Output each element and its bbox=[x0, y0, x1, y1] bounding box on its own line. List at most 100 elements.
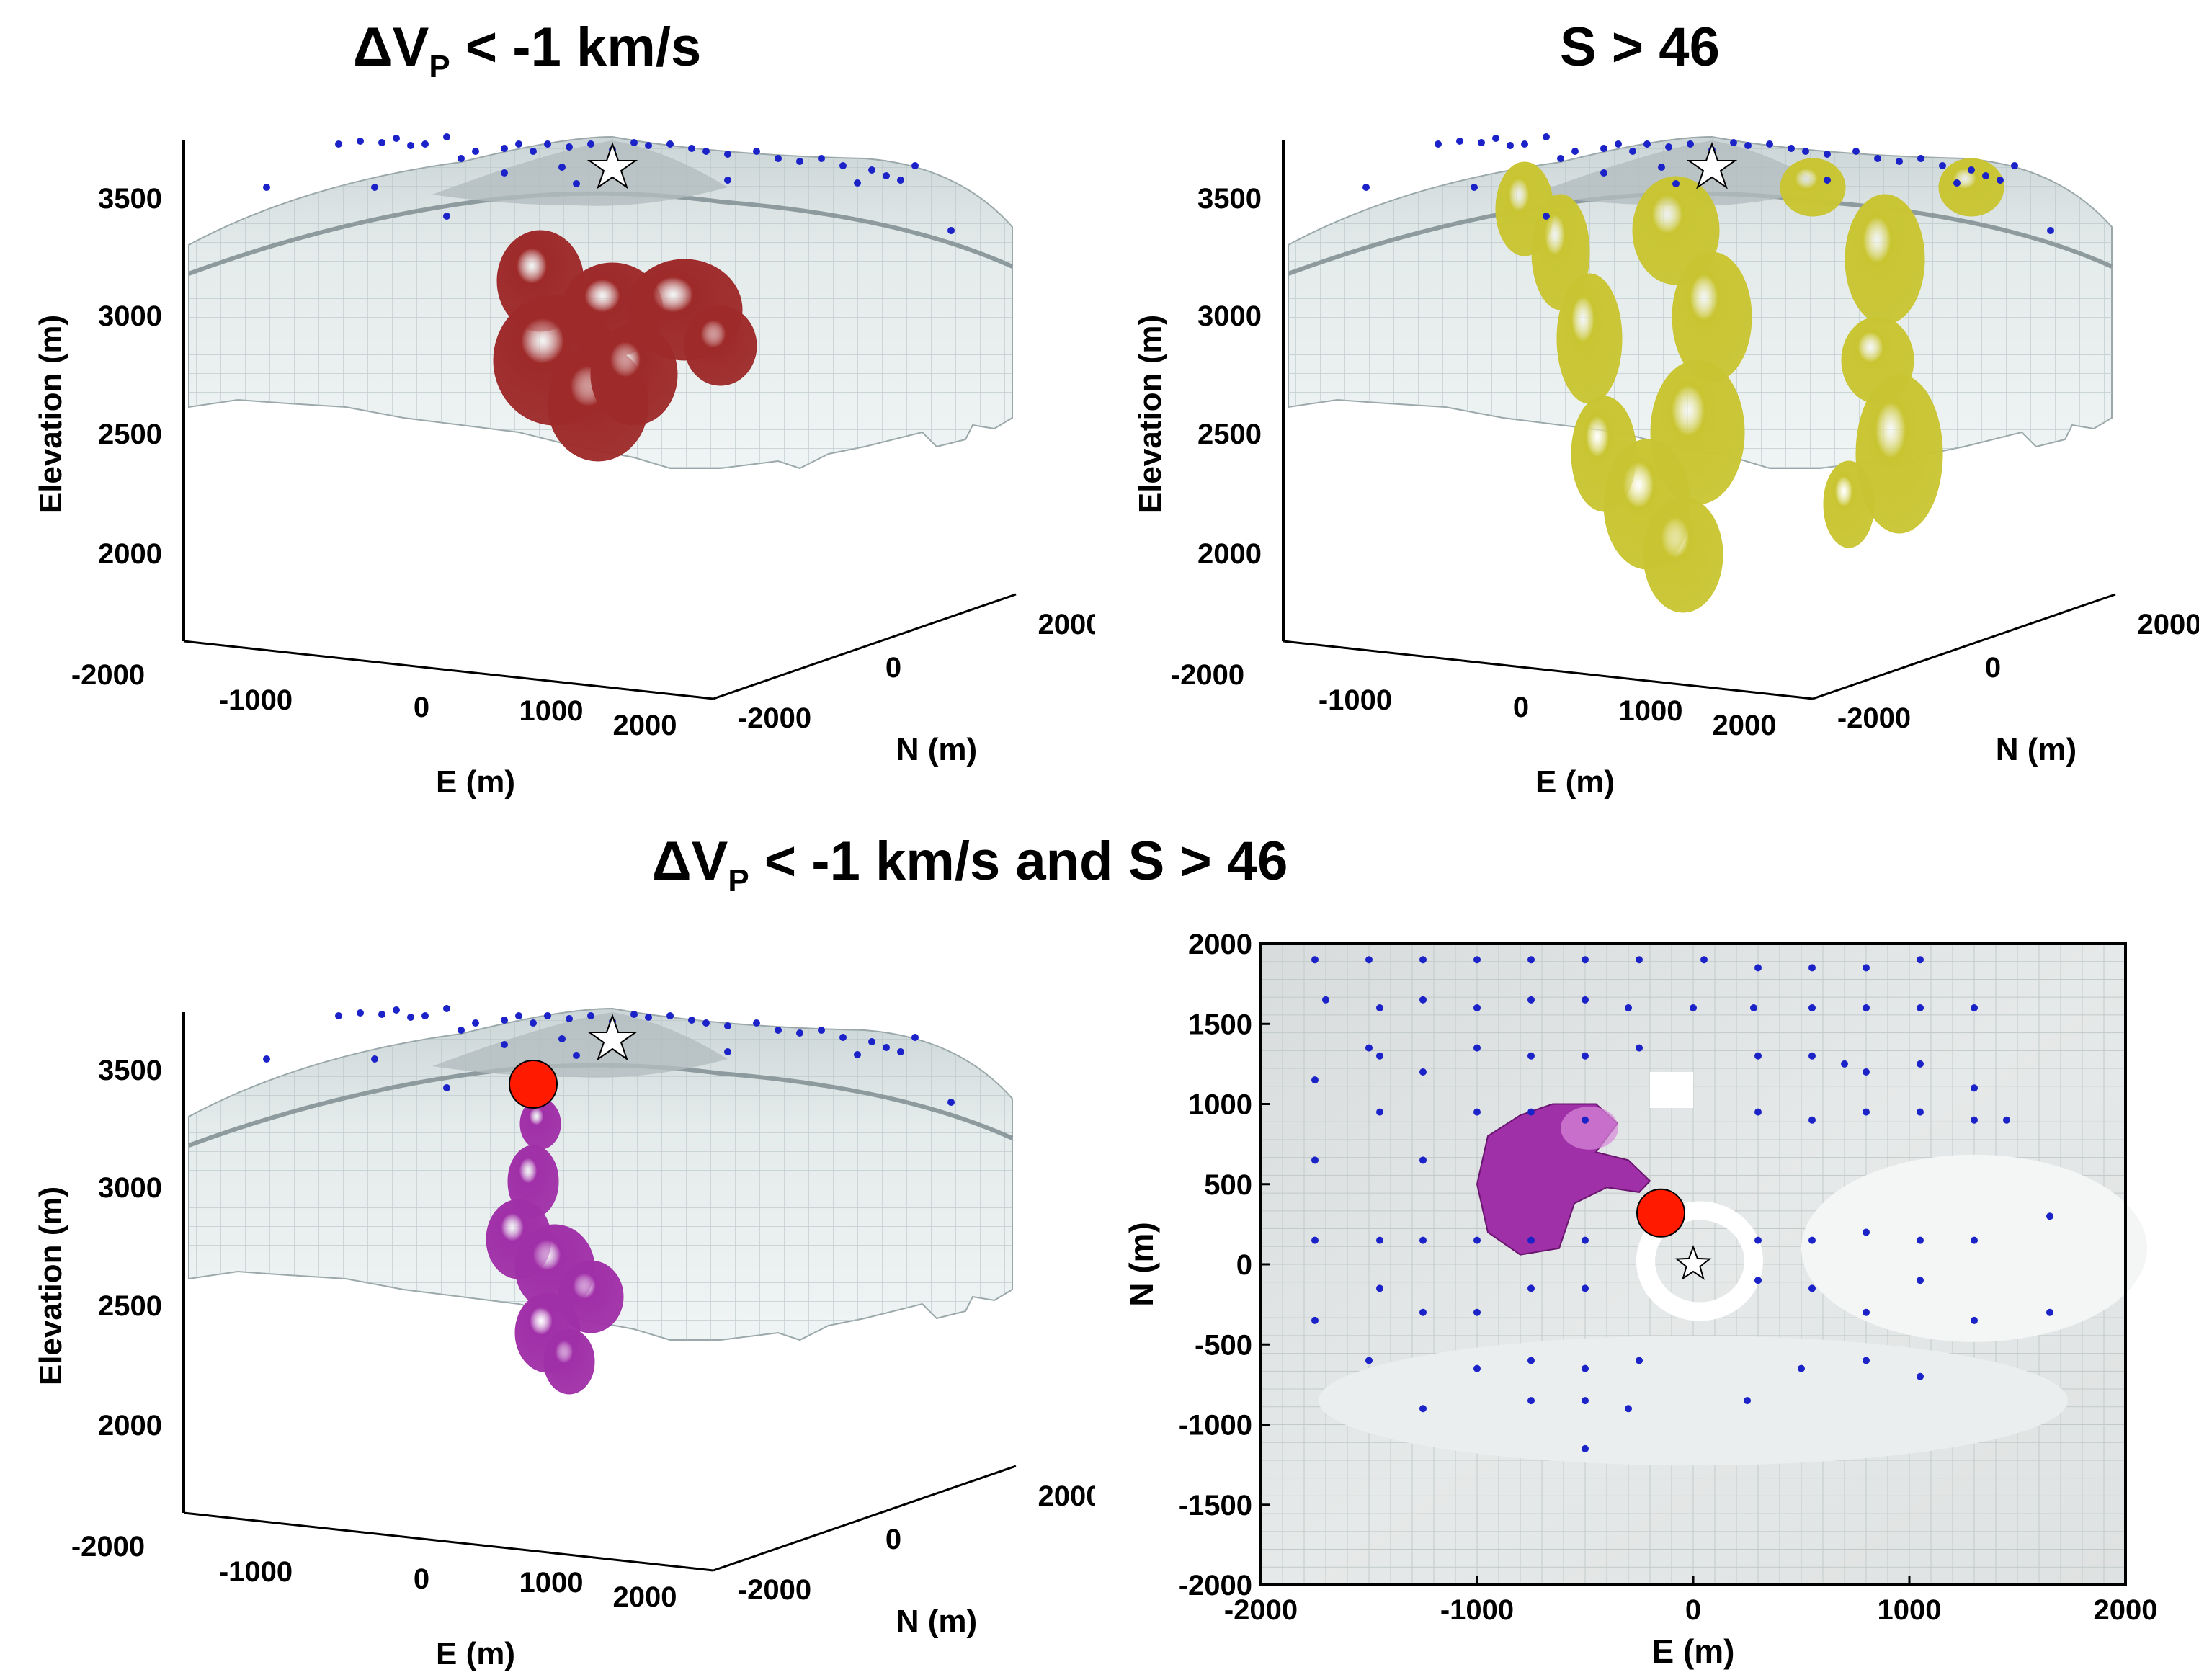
station-dot bbox=[1527, 996, 1535, 1004]
station-dot bbox=[1473, 1044, 1481, 1052]
station-dot bbox=[666, 140, 674, 148]
z-tick-label: 3000 bbox=[1197, 300, 1262, 332]
station-dot bbox=[1629, 148, 1636, 155]
station-dot bbox=[1665, 143, 1672, 151]
z-tick-label: 3500 bbox=[98, 183, 162, 215]
station-dot bbox=[947, 227, 955, 234]
panel-3d-combined: 3500 3000 2500 2000 Elevation (m) -2000 -1000 0… bbox=[0, 1001, 1095, 1680]
station-dot bbox=[630, 139, 638, 146]
y-tick-label: -2000 bbox=[1179, 1570, 1252, 1601]
n-axis-line bbox=[713, 593, 1017, 700]
station-dot bbox=[839, 1034, 847, 1041]
station-dot bbox=[1917, 1004, 1924, 1011]
station-dot bbox=[501, 169, 508, 177]
station-dot bbox=[1376, 1108, 1383, 1116]
station-dot bbox=[501, 145, 508, 152]
panel-map-view: -2000 -1000 0 1000 2000 2000 1500 1000 500 0 -500 -… bbox=[1124, 915, 2199, 1680]
station-dot bbox=[566, 1015, 573, 1022]
station-dot bbox=[1478, 139, 1485, 146]
station-dot bbox=[1365, 956, 1373, 964]
anomaly-blob bbox=[1780, 158, 1846, 217]
station-dot bbox=[645, 142, 652, 149]
map-svg: -2000 -1000 0 1000 2000 2000 1500 1000 500 0 -500 -… bbox=[1124, 929, 2157, 1670]
station-dot bbox=[1808, 1052, 1816, 1060]
station-dot bbox=[393, 1006, 400, 1014]
station-dot bbox=[1997, 177, 2004, 184]
z-tick-label: 2000 bbox=[1197, 538, 1262, 570]
station-dot bbox=[1419, 1236, 1427, 1244]
station-dot bbox=[724, 1048, 731, 1055]
e-axis-label: E (m) bbox=[1535, 764, 1615, 800]
red-marker bbox=[1636, 1188, 1685, 1238]
light-patch bbox=[1801, 1154, 2147, 1342]
station-dot bbox=[1863, 1004, 1870, 1011]
station-dot bbox=[1543, 213, 1550, 220]
x-tick-label: -2000 bbox=[1224, 1594, 1298, 1626]
station-dot bbox=[558, 164, 566, 171]
station-dot bbox=[645, 1014, 652, 1021]
station-dot bbox=[1971, 1004, 1978, 1011]
vent-star bbox=[1674, 1245, 1712, 1280]
station-dot bbox=[854, 179, 861, 187]
x-tick-label: 1000 bbox=[1878, 1594, 1942, 1626]
station-dot bbox=[1435, 140, 1442, 148]
station-dot bbox=[1473, 1364, 1481, 1372]
station-dot bbox=[1754, 964, 1762, 972]
station-dot bbox=[1863, 1308, 1870, 1316]
z-axis-label: Elevation (m) bbox=[33, 315, 68, 514]
station-dot bbox=[724, 1022, 731, 1029]
station-dot bbox=[443, 1005, 450, 1012]
station-dot bbox=[1456, 138, 1463, 145]
station-dot bbox=[1754, 1236, 1762, 1244]
x-tick-label: 0 bbox=[1685, 1594, 1701, 1626]
surface-grid bbox=[189, 1009, 1012, 1340]
station-dot bbox=[1527, 1108, 1535, 1116]
title-top-right: S > 46 bbox=[1560, 20, 1720, 75]
station-dot bbox=[666, 1012, 674, 1019]
station-dot bbox=[472, 148, 479, 155]
station-dot bbox=[1492, 135, 1499, 142]
e-tick-label: -2000 bbox=[1171, 659, 1244, 691]
station-dot bbox=[1625, 1004, 1632, 1011]
station-dot bbox=[1874, 155, 1881, 162]
station-dot bbox=[724, 151, 731, 158]
station-dot bbox=[1419, 996, 1427, 1004]
n-tick-label: -2000 bbox=[1837, 702, 1911, 734]
e-axis-line bbox=[1283, 640, 1814, 700]
anomaly-blob bbox=[1855, 374, 1943, 534]
station-dot bbox=[1557, 155, 1564, 162]
station-dot bbox=[371, 184, 378, 191]
y-axis-label: N (m) bbox=[1124, 1222, 1160, 1307]
station-dot bbox=[1643, 140, 1651, 148]
station-dot bbox=[883, 172, 890, 179]
e-tick-label: -2000 bbox=[71, 1531, 145, 1563]
station-dot bbox=[515, 1012, 522, 1019]
station-dot bbox=[1582, 1284, 1589, 1292]
y-tick-label: -500 bbox=[1195, 1329, 1252, 1361]
x-tick-label: -1000 bbox=[1440, 1594, 1514, 1626]
station-dot bbox=[357, 1009, 364, 1017]
station-dot bbox=[1971, 1316, 1978, 1324]
station-dot bbox=[1582, 1116, 1589, 1124]
station-dot bbox=[1473, 1236, 1481, 1244]
station-dot bbox=[1582, 1397, 1589, 1405]
station-dot bbox=[1917, 155, 1924, 162]
station-dot bbox=[1863, 1228, 1870, 1236]
station-dot bbox=[1658, 164, 1665, 171]
station-dot bbox=[263, 1055, 270, 1063]
station-dot bbox=[421, 1012, 429, 1019]
station-dot bbox=[911, 1034, 919, 1041]
station-dot bbox=[1322, 996, 1329, 1004]
station-dot bbox=[753, 1019, 760, 1027]
z-tick-label: 3500 bbox=[98, 1055, 162, 1086]
anomaly-blob bbox=[543, 1328, 595, 1395]
station-dot bbox=[1971, 1084, 1978, 1092]
y-tick-label: 500 bbox=[1204, 1169, 1252, 1201]
station-dot bbox=[775, 155, 782, 162]
station-dot bbox=[378, 1011, 385, 1018]
e-axis-label: E (m) bbox=[436, 764, 515, 800]
n-axis-line bbox=[713, 1465, 1017, 1572]
station-dot bbox=[1802, 148, 1809, 155]
title-subscript-p: P bbox=[728, 863, 749, 898]
station-dot bbox=[443, 1084, 450, 1091]
